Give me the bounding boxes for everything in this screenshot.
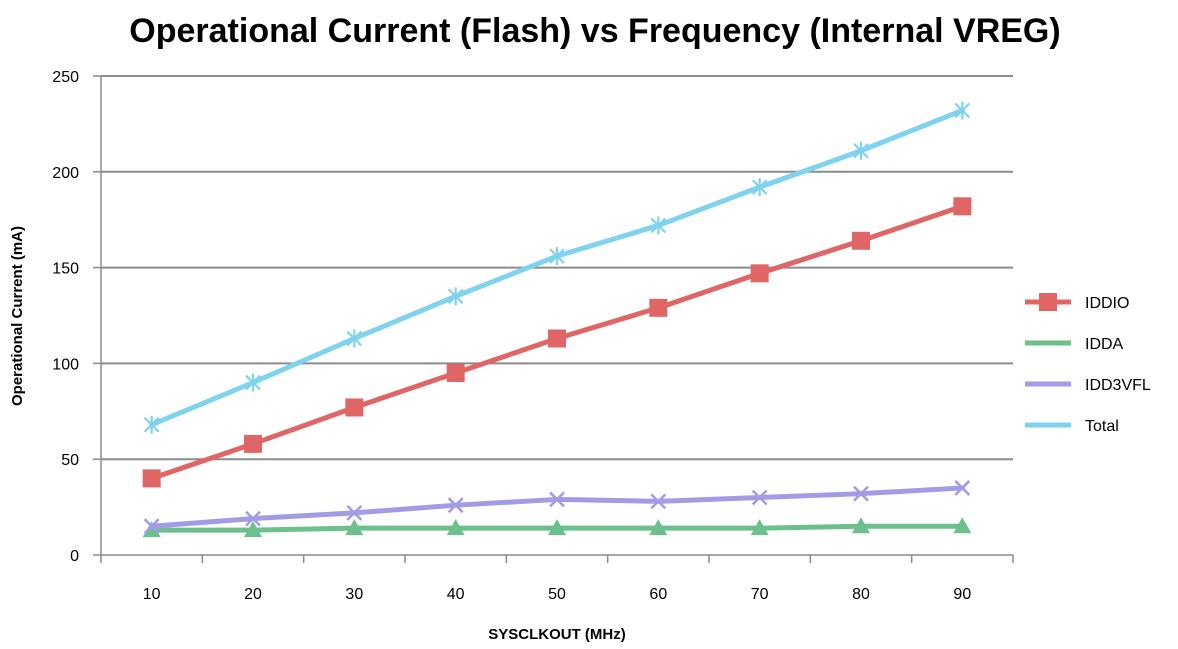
y-tick-label-0: 0 [70, 548, 79, 565]
point-total-20 [245, 373, 261, 392]
point-idda-10 [142, 521, 161, 538]
x-tick-label-40: 40 [447, 586, 465, 603]
axes [100, 76, 1013, 556]
point-idda-90 [953, 517, 972, 534]
legend-label-idd3vfl: IDD3VFL [1085, 377, 1151, 394]
point-iddio-70 [750, 264, 769, 283]
point-iddio-80 [852, 231, 870, 250]
point-iddio-40 [446, 363, 465, 382]
legend-item-iddio: IDDIO [1025, 293, 1129, 312]
legend-item-total: Total [1025, 418, 1119, 435]
series-total [143, 101, 971, 434]
point-idda-30 [345, 519, 364, 536]
legend-item-idda: IDDA [1025, 336, 1124, 353]
x-tick-label-50: 50 [548, 586, 566, 603]
point-iddio-20 [244, 434, 262, 453]
y-tick-label-50: 50 [61, 452, 79, 469]
point-total-30 [346, 329, 363, 348]
x-tick-label-30: 30 [345, 586, 363, 603]
y-tick-label-200: 200 [52, 165, 79, 182]
chart-title: Operational Current (Flash) vs Frequency… [129, 12, 1060, 50]
y-axis-ticks: 0 50 100 150 200 250 [52, 69, 101, 565]
x-tick-label-90: 90 [953, 586, 971, 603]
point-idda-40 [446, 519, 465, 536]
x-axis-title: SYSCLKOUT (MHz) [488, 626, 626, 643]
point-idda-70 [750, 519, 769, 536]
point-idd3vfl-20 [245, 510, 261, 527]
point-idd3vfl-40 [447, 497, 464, 514]
gridlines [101, 75, 1013, 461]
point-iddio-50 [548, 329, 566, 348]
legend-label-iddio: IDDIO [1085, 295, 1129, 312]
y-tick-label-250: 250 [52, 69, 79, 86]
point-idd3vfl-60 [650, 493, 667, 510]
point-iddio-30 [345, 398, 364, 417]
series-idda [142, 517, 972, 538]
point-idd3vfl-80 [853, 485, 869, 502]
point-total-70 [751, 178, 768, 197]
point-total-80 [853, 141, 869, 160]
point-idd3vfl-30 [346, 504, 363, 521]
x-axis-ticks: 10 20 30 40 50 60 70 80 90 [100, 555, 1014, 603]
point-idda-50 [548, 519, 566, 536]
legend-item-idd3vfl: IDD3VFL [1025, 377, 1151, 394]
point-idda-60 [649, 519, 668, 536]
y-tick-label-100: 100 [52, 356, 79, 373]
series-group [142, 101, 972, 538]
point-idd3vfl-50 [549, 491, 565, 508]
legend-label-idda: IDDA [1085, 336, 1124, 353]
x-tick-label-60: 60 [649, 586, 667, 603]
x-tick-label-70: 70 [751, 586, 769, 603]
point-idda-20 [244, 521, 262, 538]
series-iddio [142, 197, 972, 488]
point-idda-80 [852, 517, 870, 534]
point-total-40 [447, 287, 464, 306]
point-idd3vfl-10 [143, 518, 160, 535]
point-iddio-60 [649, 298, 668, 317]
legend-marker-iddio [1039, 293, 1057, 311]
point-total-90 [954, 101, 971, 120]
point-iddio-10 [142, 469, 161, 488]
x-tick-label-80: 80 [852, 586, 870, 603]
point-iddio-90 [953, 197, 972, 216]
point-total-60 [650, 216, 667, 235]
x-tick-label-10: 10 [143, 586, 161, 603]
point-idd3vfl-70 [751, 489, 768, 506]
point-total-10 [143, 415, 160, 434]
x-tick-label-20: 20 [244, 586, 262, 603]
y-axis-title: Operational Current (mA) [9, 226, 26, 406]
legend: IDDIO IDDA IDD3VFL Total [1025, 293, 1151, 435]
point-total-50 [549, 247, 565, 266]
y-tick-label-150: 150 [52, 261, 79, 278]
series-idd3vfl [143, 480, 971, 535]
legend-label-total: Total [1085, 418, 1119, 435]
point-idd3vfl-90 [954, 480, 971, 496]
